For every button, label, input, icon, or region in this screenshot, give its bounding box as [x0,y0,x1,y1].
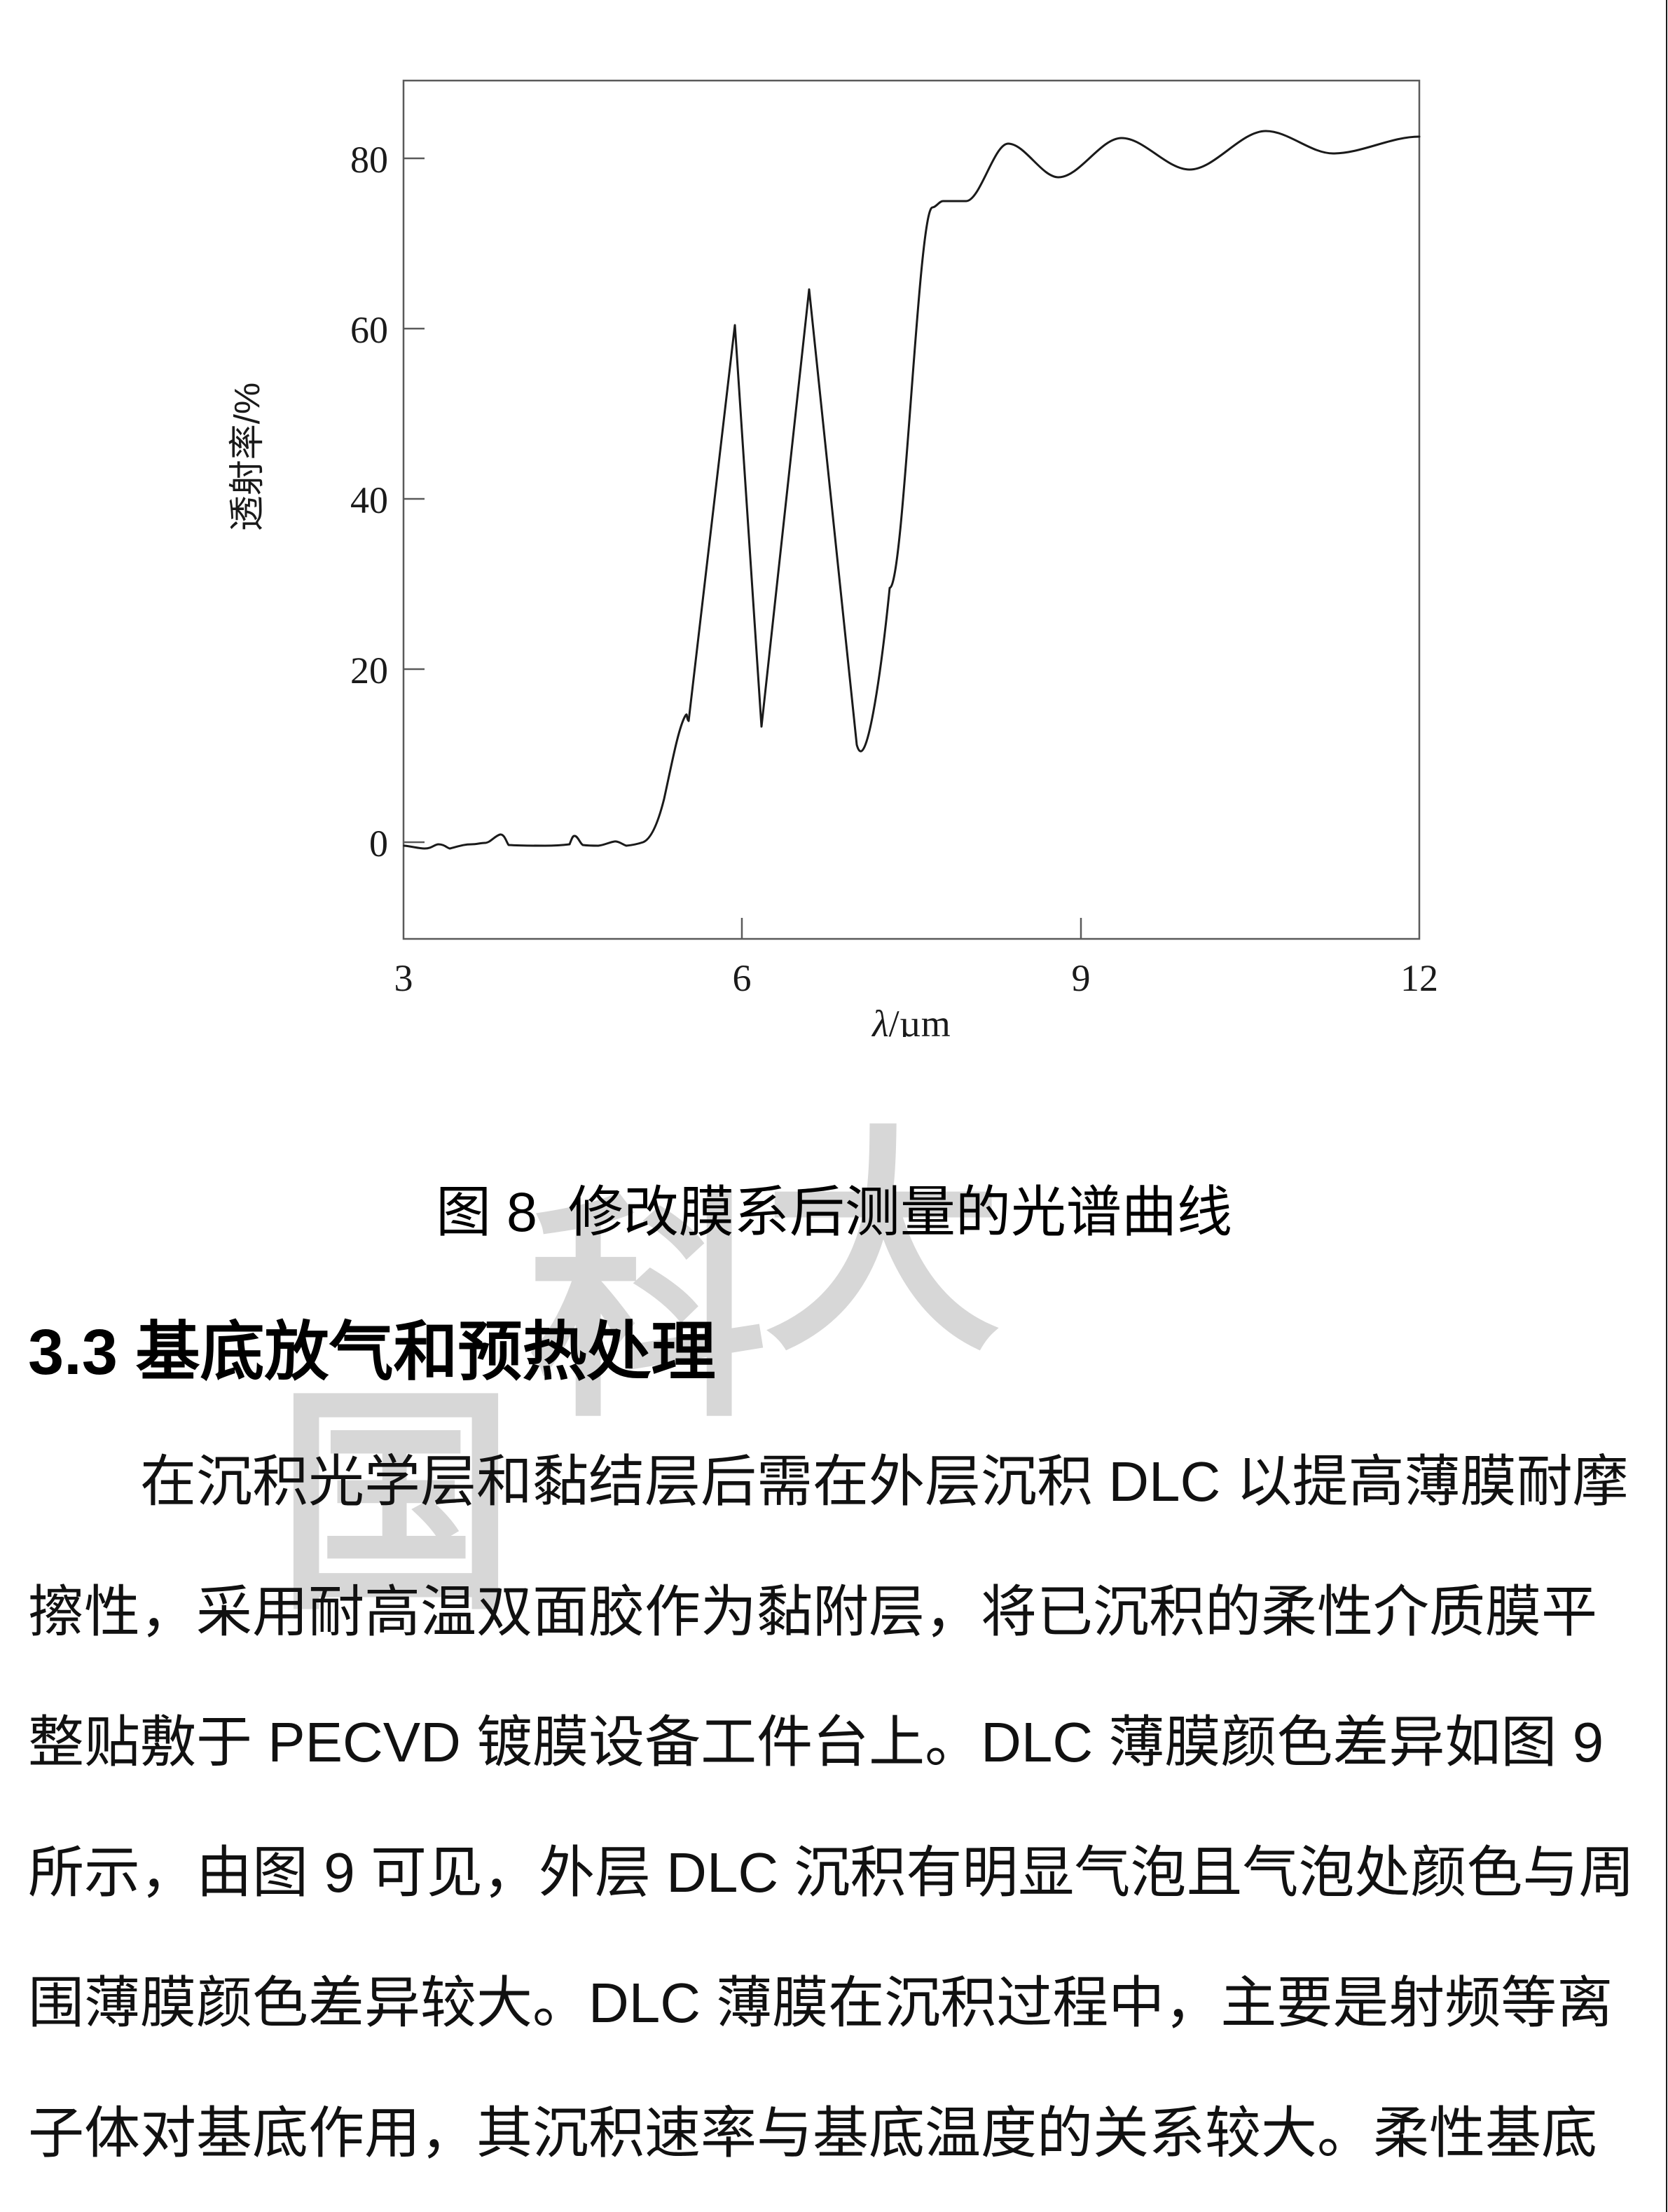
svg-text:40: 40 [350,479,388,521]
svg-text:6: 6 [733,957,752,999]
svg-text:20: 20 [350,650,388,692]
svg-text:λ/µm: λ/µm [871,1003,951,1037]
svg-text:60: 60 [350,309,388,351]
svg-text:80: 80 [350,139,388,181]
svg-text:透射率/%: 透射率/% [227,383,267,532]
svg-text:12: 12 [1400,957,1438,999]
svg-text:0: 0 [369,823,388,865]
svg-text:3: 3 [394,957,413,999]
svg-text:9: 9 [1072,957,1091,999]
